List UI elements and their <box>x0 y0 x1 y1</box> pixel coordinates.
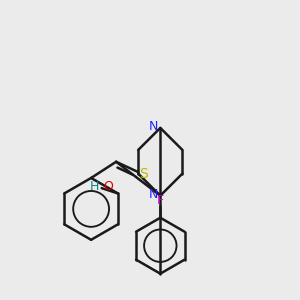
Text: O: O <box>103 181 113 194</box>
Text: F: F <box>157 194 164 207</box>
Text: N: N <box>148 188 158 201</box>
Text: S: S <box>139 167 148 181</box>
Text: N: N <box>149 120 158 133</box>
Text: H: H <box>90 181 99 194</box>
